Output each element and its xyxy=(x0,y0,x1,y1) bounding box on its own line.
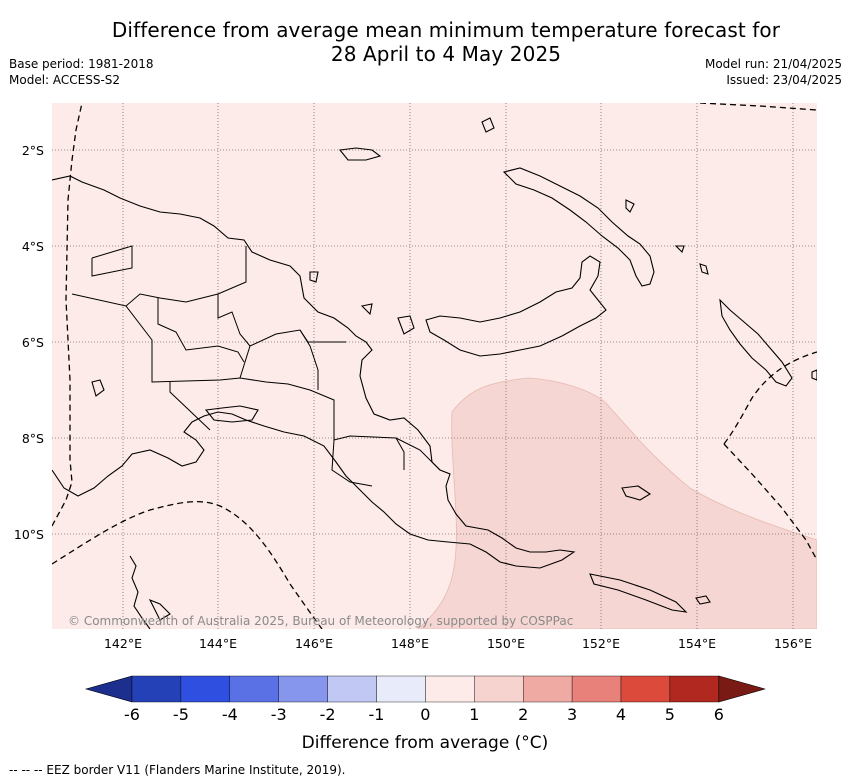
colorbar-swatch xyxy=(474,675,524,703)
map-title: Difference from average mean minimum tem… xyxy=(60,18,832,66)
lon-label: 142°E xyxy=(104,636,142,651)
colorbar-tick-label: -4 xyxy=(222,705,238,724)
map-panel xyxy=(52,103,817,629)
small-islet-3 xyxy=(699,263,709,275)
lon-label: 150°E xyxy=(487,636,525,651)
new-guinea-mainland-coast xyxy=(52,175,576,569)
colorbar-swatches xyxy=(84,675,766,703)
title-line-2: 28 April to 4 May 2025 xyxy=(330,42,562,66)
colorbar-swatch xyxy=(229,675,279,703)
colorbar-extend-high xyxy=(718,675,766,703)
latitude-labels: 2°S 4°S 6°S 8°S 10°S xyxy=(14,143,44,542)
islet-c xyxy=(360,303,373,316)
islet-b xyxy=(397,315,415,335)
longitude-labels: 142°E 144°E 146°E 148°E 150°E 152°E 154°… xyxy=(104,636,812,651)
eez-footnote: -- -- -- EEZ border V11 (Flanders Marine… xyxy=(9,763,346,777)
colorbar-tick-label: 3 xyxy=(567,705,577,724)
colorbar-swatch xyxy=(620,675,671,703)
colorbar-tick-label: -6 xyxy=(124,705,140,724)
new-ireland-coast xyxy=(502,167,655,287)
eez-borders xyxy=(52,103,817,629)
colorbar-swatch xyxy=(327,675,377,703)
colorbar-swatch xyxy=(180,675,230,703)
lat-label: 8°S xyxy=(22,431,44,446)
colorbar-tick-label: 1 xyxy=(469,705,479,724)
lon-label: 146°E xyxy=(295,636,333,651)
bougainville-coast xyxy=(719,298,793,387)
lat-label: 10°S xyxy=(14,527,44,542)
new-britain-coast xyxy=(425,255,607,357)
lon-label: 144°E xyxy=(199,636,237,651)
base-period: Base period: 1981-2018 xyxy=(9,57,154,71)
lat-label: 2°S xyxy=(22,143,44,158)
colorbar-swatch xyxy=(376,675,426,703)
manus-island xyxy=(338,147,382,161)
colorbar-tick-label: 6 xyxy=(714,705,724,724)
colorbar-swatch xyxy=(669,675,720,703)
copyright-notice: © Commonwealth of Australia 2025, Bureau… xyxy=(68,614,574,628)
colorbar-swatch xyxy=(571,675,622,703)
colorbar-label: Difference from average (°C) xyxy=(301,733,549,753)
lat-label: 4°S xyxy=(22,239,44,254)
rossel-island xyxy=(695,595,711,605)
colorbar-tick-label: 2 xyxy=(518,705,528,724)
small-islet-5 xyxy=(148,598,171,621)
title-line-1: Difference from average mean minimum tem… xyxy=(111,18,781,42)
colorbar-tick-label: -2 xyxy=(320,705,336,724)
model-name: Model: ACCESS-S2 xyxy=(9,73,121,87)
colorbar-tick-label: 4 xyxy=(616,705,626,724)
small-islet-2 xyxy=(674,245,685,254)
lon-label: 156°E xyxy=(774,636,812,651)
lon-label: 152°E xyxy=(582,636,620,651)
coastlines xyxy=(52,117,817,629)
colorbar-tick-label: -1 xyxy=(369,705,385,724)
issued-date: Issued: 23/04/2025 xyxy=(726,73,842,87)
islet-f xyxy=(621,485,652,501)
colorbar-tick-label: 5 xyxy=(665,705,675,724)
islet-d xyxy=(309,271,319,283)
colorbar-swatch xyxy=(131,675,182,703)
colorbar-swatch xyxy=(523,675,573,703)
colorbar-tick-label: 0 xyxy=(420,705,430,724)
colorbar-tick-label: -5 xyxy=(173,705,189,724)
lon-label: 154°E xyxy=(678,636,716,651)
islet-a xyxy=(481,117,495,133)
fly-delta-islands xyxy=(204,405,259,423)
islet-e xyxy=(625,199,635,213)
colorbar-extend-low xyxy=(84,675,133,703)
lon-label: 148°E xyxy=(391,636,429,651)
colorbar-tick-label: -3 xyxy=(271,705,287,724)
colorbar-swatch xyxy=(425,675,475,703)
colorbar-swatch xyxy=(278,675,328,703)
model-run: Model run: 21/04/2025 xyxy=(704,57,842,71)
torres-islands xyxy=(129,555,151,629)
province-borders xyxy=(71,245,441,487)
small-islet-4 xyxy=(811,369,817,381)
colorbar-ticks: -6 -5 -4 -3 -2 -1 0 1 2 3 4 5 6 xyxy=(124,705,724,724)
meta-left: Base period: 1981-2018 Model: ACCESS-S2 xyxy=(9,56,154,88)
small-islet-1 xyxy=(91,379,105,397)
southeast-islands xyxy=(589,573,688,613)
meta-right: Model run: 21/04/2025 Issued: 23/04/2025 xyxy=(705,56,842,88)
colorbar: -6 -5 -4 -3 -2 -1 0 1 2 3 4 5 6 xyxy=(84,675,766,724)
lat-label: 6°S xyxy=(22,335,44,350)
